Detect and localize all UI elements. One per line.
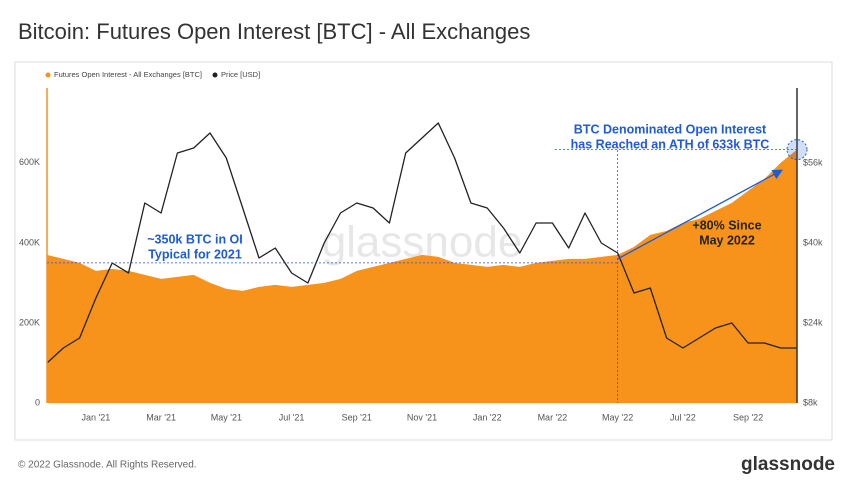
- annotation: May 2022: [699, 233, 755, 247]
- y2-tick-label: $40k: [803, 237, 823, 247]
- chart-frame: [14, 61, 833, 441]
- x-tick-label: Jul '22: [670, 412, 696, 422]
- x-tick-label: Jan '22: [473, 412, 502, 422]
- x-tick-label: Nov '21: [407, 412, 437, 422]
- annotation: ~350k BTC in OI: [147, 232, 243, 246]
- y2-tick-label: $8k: [803, 397, 818, 407]
- area: [47, 149, 797, 403]
- y-tick-label: 0: [35, 397, 40, 407]
- line: [46, 122, 797, 364]
- annotation: has Reached an ATH of 633k BTC: [571, 137, 770, 151]
- y-tick-label: 600K: [19, 157, 40, 167]
- y-tick-label: 400K: [19, 237, 40, 247]
- chart-title: Bitcoin: Futures Open Interest [BTC] - A…: [18, 19, 530, 44]
- y2-tick-label: $24k: [803, 317, 823, 327]
- x-tick-label: May '22: [602, 412, 633, 422]
- trend-arrow: [617, 169, 783, 260]
- x-tick-label: Sep '21: [342, 412, 372, 422]
- logo: glassnode: [741, 454, 835, 475]
- legend-marker: [45, 72, 51, 78]
- legend-marker: [212, 72, 218, 78]
- x-tick-label: Sep '22: [733, 412, 763, 422]
- x-tick-label: May '21: [211, 412, 242, 422]
- x-tick-label: Mar '22: [538, 412, 568, 422]
- x-tick-label: Jul '21: [279, 412, 305, 422]
- annotation: +80% Since: [692, 218, 761, 232]
- ath-marker: [786, 139, 808, 161]
- legend-label: Price [USD]: [221, 70, 260, 79]
- legend-label: Futures Open Interest - All Exchanges [B…: [54, 70, 202, 79]
- annotation: BTC Denominated Open Interest: [574, 122, 767, 136]
- annotation: Typical for 2021: [148, 247, 242, 261]
- y2-tick-label: $56k: [803, 157, 823, 167]
- y-tick-label: 200K: [19, 317, 40, 327]
- footer: © 2022 Glassnode. All Rights Reserved.: [18, 460, 197, 471]
- x-tick-label: Mar '21: [146, 412, 176, 422]
- x-tick-label: Jan '21: [82, 412, 111, 422]
